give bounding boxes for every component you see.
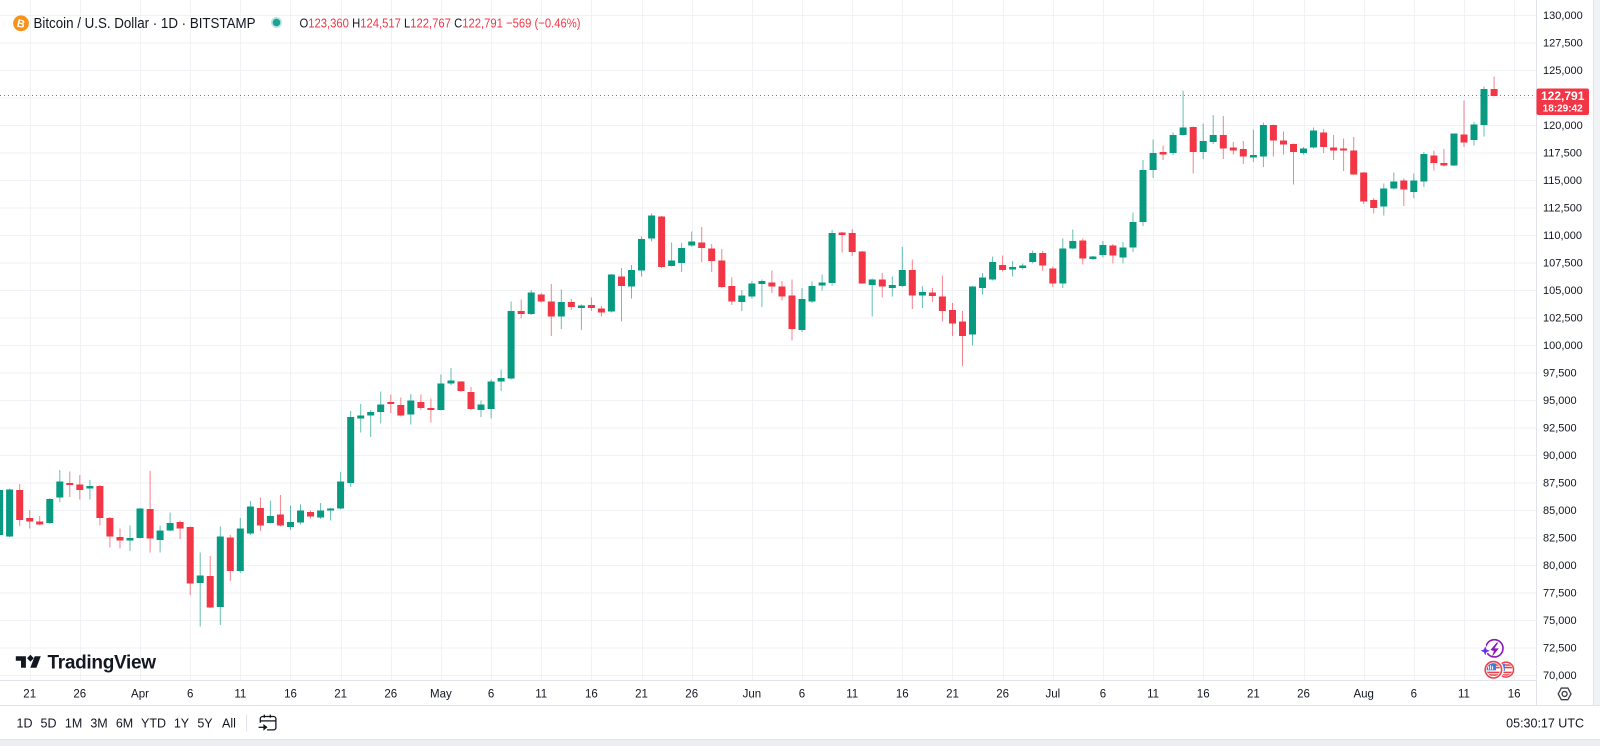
svg-text:26: 26 — [384, 689, 397, 701]
svg-text:11: 11 — [234, 689, 246, 701]
svg-text:11: 11 — [1458, 689, 1470, 701]
svg-text:77,500: 77,500 — [1543, 588, 1577, 600]
svg-text:107,500: 107,500 — [1543, 258, 1583, 270]
svg-text:3M: 3M — [90, 716, 107, 730]
svg-text:11: 11 — [1147, 689, 1159, 701]
svg-text:6: 6 — [1100, 689, 1106, 701]
svg-text:26: 26 — [1297, 689, 1310, 701]
svg-text:16: 16 — [1197, 689, 1210, 701]
svg-text:11: 11 — [846, 689, 858, 701]
svg-text:1D: 1D — [17, 716, 33, 730]
svg-text:80,000: 80,000 — [1543, 560, 1577, 572]
svg-text:127,500: 127,500 — [1543, 38, 1583, 50]
svg-text:6: 6 — [799, 689, 805, 701]
svg-text:122,791: 122,791 — [1541, 89, 1585, 103]
svg-text:120,000: 120,000 — [1543, 120, 1583, 132]
svg-text:72,500: 72,500 — [1543, 643, 1577, 655]
svg-text:125,000: 125,000 — [1543, 65, 1583, 77]
svg-text:16: 16 — [585, 689, 598, 701]
svg-text:6: 6 — [187, 689, 193, 701]
svg-text:1M: 1M — [65, 716, 82, 730]
svg-text:18:29:42: 18:29:42 — [1543, 104, 1583, 115]
svg-text:All: All — [222, 716, 236, 730]
svg-text:16: 16 — [284, 689, 297, 701]
svg-text:O123,360 H124,517 L122,767 C12: O123,360 H124,517 L122,767 C122,791 −569… — [300, 15, 581, 30]
svg-text:117,500: 117,500 — [1543, 148, 1582, 160]
svg-text:Jul: Jul — [1045, 689, 1060, 701]
svg-text:90,000: 90,000 — [1543, 450, 1577, 462]
svg-text:115,000: 115,000 — [1543, 175, 1582, 187]
svg-text:TradingView: TradingView — [48, 652, 157, 673]
svg-text:May: May — [430, 689, 452, 701]
svg-text:5D: 5D — [41, 716, 57, 730]
svg-text:26: 26 — [996, 689, 1009, 701]
svg-text:100,000: 100,000 — [1543, 340, 1583, 352]
svg-text:82,500: 82,500 — [1543, 533, 1577, 545]
svg-text:92,500: 92,500 — [1543, 423, 1577, 435]
svg-text:B: B — [16, 18, 26, 31]
svg-text:21: 21 — [23, 689, 36, 701]
svg-text:21: 21 — [1247, 689, 1260, 701]
svg-text:Bitcoin / U.S. Dollar · 1D · B: Bitcoin / U.S. Dollar · 1D · BITSTAMP — [34, 16, 256, 32]
svg-text:Jun: Jun — [743, 689, 762, 701]
svg-text:95,000: 95,000 — [1543, 395, 1577, 407]
svg-text:5Y: 5Y — [197, 716, 213, 730]
svg-text:130,000: 130,000 — [1543, 10, 1583, 22]
svg-text:26: 26 — [73, 689, 86, 701]
svg-text:11: 11 — [535, 689, 547, 701]
svg-text:26: 26 — [685, 689, 698, 701]
svg-text:105,000: 105,000 — [1543, 285, 1583, 297]
svg-text:70,000: 70,000 — [1543, 670, 1577, 682]
svg-text:75,000: 75,000 — [1543, 615, 1577, 627]
svg-text:6: 6 — [488, 689, 494, 701]
svg-text:6M: 6M — [116, 716, 133, 730]
svg-text:YTD: YTD — [141, 716, 166, 730]
svg-text:110,000: 110,000 — [1543, 230, 1582, 242]
svg-text:6: 6 — [1411, 689, 1417, 701]
svg-text:102,500: 102,500 — [1543, 313, 1583, 325]
svg-text:21: 21 — [334, 689, 347, 701]
svg-text:Aug: Aug — [1353, 689, 1373, 701]
svg-text:112,500: 112,500 — [1543, 203, 1582, 215]
svg-text:1Y: 1Y — [174, 716, 190, 730]
svg-text:85,000: 85,000 — [1543, 505, 1577, 517]
svg-text:21: 21 — [635, 689, 648, 701]
svg-text:97,500: 97,500 — [1543, 368, 1577, 380]
svg-text:Apr: Apr — [131, 689, 149, 701]
svg-text:16: 16 — [1508, 689, 1521, 701]
svg-text:87,500: 87,500 — [1543, 478, 1577, 490]
svg-text:21: 21 — [946, 689, 959, 701]
svg-text:16: 16 — [896, 689, 909, 701]
svg-text:05:30:17 UTC: 05:30:17 UTC — [1506, 716, 1584, 730]
